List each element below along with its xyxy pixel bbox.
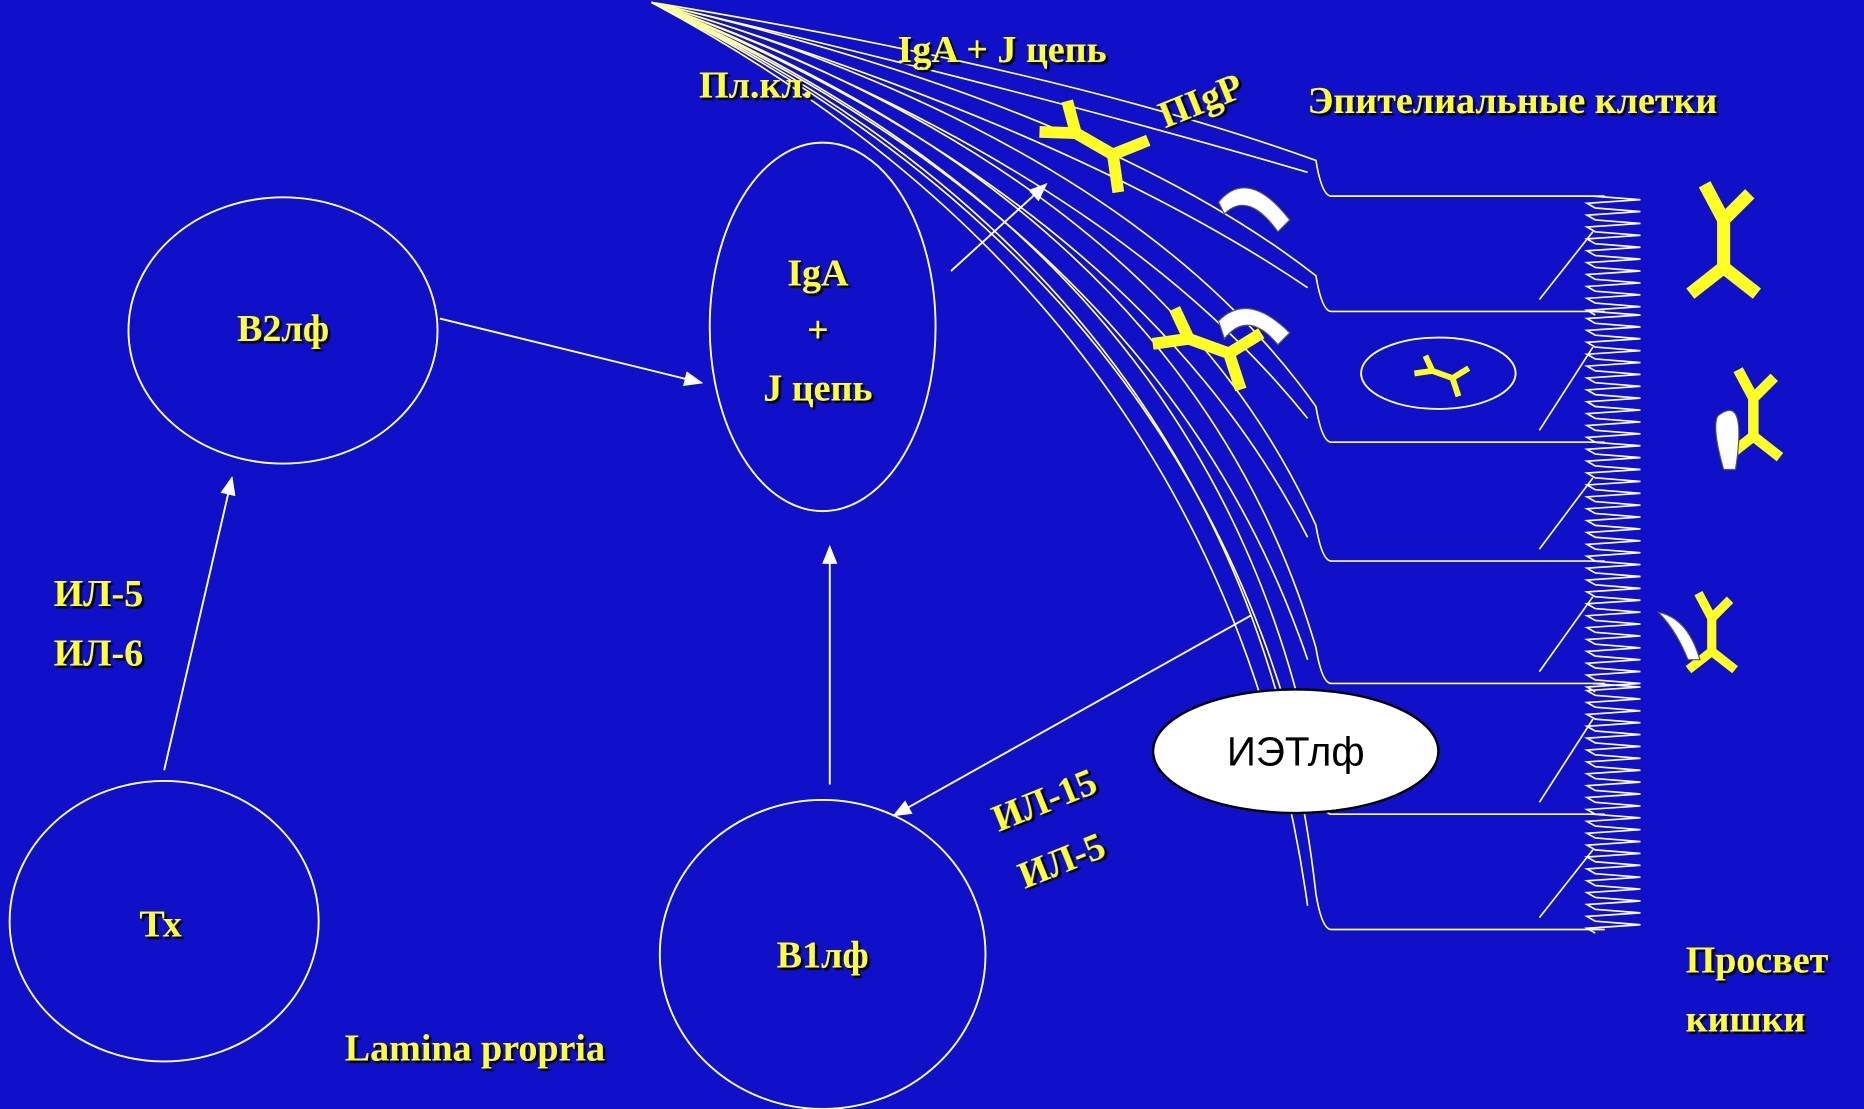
label: Пл.кл. — [699, 64, 812, 106]
node-label: В1лф — [777, 935, 869, 977]
diagram: В2лф IgA + J цепь Тх В1лф ИЭТлф Пл.кл. I… — [0, 0, 1864, 1109]
node-label: ИЭТлф — [1227, 728, 1365, 774]
label: IgA + J цепь — [898, 29, 1107, 71]
background — [0, 0, 1864, 1109]
cytokine: ИЛ-5 — [54, 573, 144, 615]
node-label: + — [807, 309, 829, 351]
lumen-label: кишки — [1686, 999, 1806, 1041]
cytokine: ИЛ-6 — [54, 633, 144, 675]
label: Эпителиальные клетки — [1308, 80, 1718, 122]
node-label: Тх — [139, 904, 181, 946]
lumen-label: Просвет — [1686, 939, 1829, 981]
node-label: В2лф — [237, 308, 329, 350]
label: Lamina propria — [345, 1027, 605, 1069]
node-label: IgA — [787, 252, 849, 294]
node-label: J цепь — [763, 368, 872, 410]
